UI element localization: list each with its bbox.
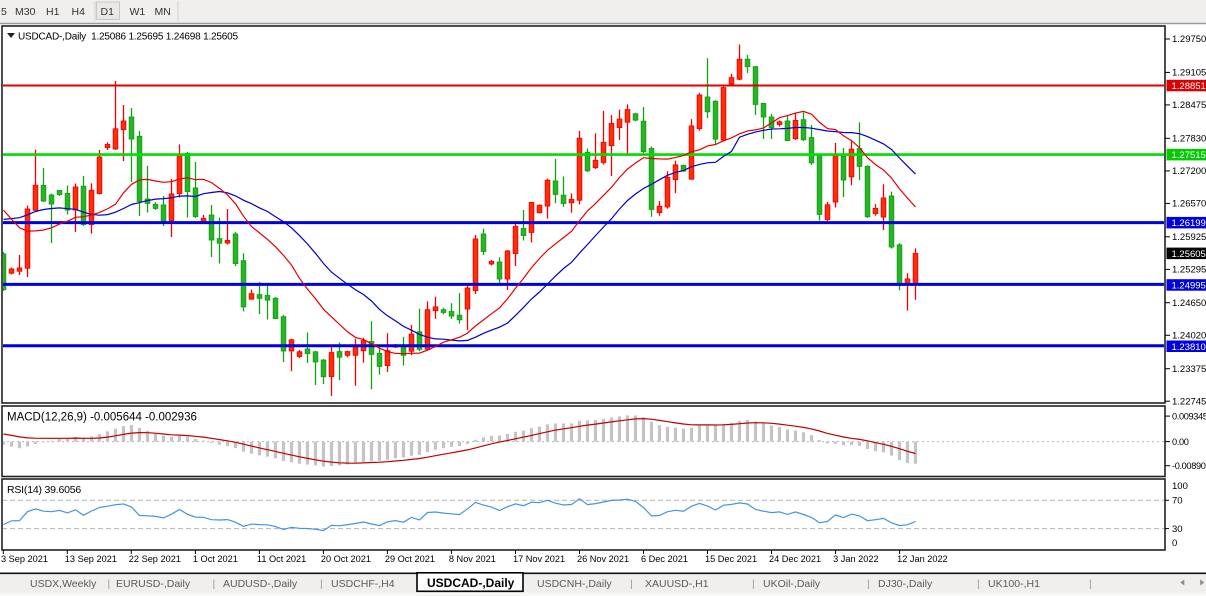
- svg-text:MN: MN: [155, 6, 171, 18]
- svg-text:24 Dec 2021: 24 Dec 2021: [769, 554, 821, 564]
- svg-text:H4: H4: [72, 6, 86, 18]
- svg-text:W1: W1: [130, 6, 146, 18]
- svg-text:3 Sep 2021: 3 Sep 2021: [1, 554, 48, 564]
- svg-text:100: 100: [1172, 481, 1188, 492]
- svg-text:RSI(14) 39.6056: RSI(14) 39.6056: [7, 484, 81, 496]
- svg-text:|: |: [867, 578, 870, 590]
- svg-text:1.25295: 1.25295: [1172, 265, 1206, 276]
- svg-text:USDCHF-,H4: USDCHF-,H4: [331, 578, 395, 590]
- svg-text:1.28475: 1.28475: [1172, 100, 1206, 111]
- svg-text:1.24020: 1.24020: [1172, 331, 1206, 342]
- svg-text:USDX,Weekly: USDX,Weekly: [30, 578, 97, 590]
- svg-text:3 Jan 2022: 3 Jan 2022: [833, 554, 878, 564]
- svg-text:1.26570: 1.26570: [1172, 199, 1206, 210]
- svg-text:|: |: [108, 578, 111, 590]
- svg-text:USDCNH-,Daily: USDCNH-,Daily: [537, 578, 612, 590]
- svg-text:DJ30-,Daily: DJ30-,Daily: [878, 578, 933, 590]
- svg-text:0.00: 0.00: [1172, 437, 1189, 447]
- svg-text:1.25925: 1.25925: [1172, 232, 1206, 243]
- svg-text:|: |: [977, 578, 980, 590]
- svg-text:XAUUSD-,H1: XAUUSD-,H1: [645, 578, 709, 590]
- svg-text:AUDUSD-,Daily: AUDUSD-,Daily: [223, 578, 298, 590]
- svg-text:20 Oct 2021: 20 Oct 2021: [321, 554, 371, 564]
- svg-text:1.24650: 1.24650: [1172, 298, 1206, 309]
- svg-text:1.29105: 1.29105: [1172, 68, 1206, 79]
- svg-text:-0.00890: -0.00890: [1172, 461, 1206, 471]
- svg-text:6 Dec 2021: 6 Dec 2021: [641, 554, 688, 564]
- svg-text:M30: M30: [15, 6, 36, 18]
- svg-text:1.23375: 1.23375: [1172, 364, 1206, 375]
- svg-text:70: 70: [1172, 496, 1183, 507]
- svg-text:12 Jan 2022: 12 Jan 2022: [897, 554, 948, 564]
- svg-text:|: |: [320, 578, 323, 590]
- svg-text:0: 0: [1172, 538, 1177, 549]
- svg-text:|: |: [752, 578, 755, 590]
- svg-text:UKOil-,Daily: UKOil-,Daily: [763, 578, 821, 590]
- svg-text:H1: H1: [46, 6, 60, 18]
- svg-text:|: |: [630, 578, 633, 590]
- svg-text:MACD(12,26,9) -0.005644 -0.002: MACD(12,26,9) -0.005644 -0.002936: [7, 412, 197, 424]
- svg-text:26 Nov 2021: 26 Nov 2021: [577, 554, 629, 564]
- svg-text:0.009345: 0.009345: [1172, 411, 1206, 421]
- svg-text:USDCAD-,Daily 1.25086 1.25695: USDCAD-,Daily 1.25086 1.25695 1.24698 1.…: [18, 32, 238, 43]
- svg-text:D1: D1: [101, 6, 115, 18]
- svg-text:EURUSD-,Daily: EURUSD-,Daily: [116, 578, 191, 590]
- svg-text:|: |: [213, 578, 216, 590]
- svg-text:1.27830: 1.27830: [1172, 134, 1206, 145]
- svg-text:1.26199: 1.26199: [1172, 218, 1206, 229]
- svg-text:22 Sep 2021: 22 Sep 2021: [129, 554, 181, 564]
- svg-text:1.22745: 1.22745: [1172, 396, 1206, 407]
- svg-text:1.25605: 1.25605: [1172, 249, 1206, 260]
- svg-text:1.23810: 1.23810: [1172, 342, 1206, 353]
- svg-text:1.28851: 1.28851: [1172, 81, 1206, 92]
- svg-text:|: |: [1089, 578, 1092, 590]
- svg-text:5: 5: [1, 6, 7, 18]
- svg-text:15 Dec 2021: 15 Dec 2021: [705, 554, 757, 564]
- svg-text:13 Sep 2021: 13 Sep 2021: [65, 554, 117, 564]
- svg-text:1.27515: 1.27515: [1172, 150, 1206, 161]
- svg-text:1 Oct 2021: 1 Oct 2021: [193, 554, 238, 564]
- svg-text:1.27200: 1.27200: [1172, 166, 1206, 177]
- svg-text:30: 30: [1172, 524, 1183, 535]
- svg-text:29 Oct 2021: 29 Oct 2021: [385, 554, 435, 564]
- svg-text:17 Nov 2021: 17 Nov 2021: [513, 554, 565, 564]
- svg-text:1.29750: 1.29750: [1172, 34, 1206, 45]
- svg-text:UK100-,H1: UK100-,H1: [988, 578, 1040, 590]
- svg-text:11 Oct 2021: 11 Oct 2021: [257, 554, 306, 564]
- svg-text:1.24995: 1.24995: [1172, 281, 1206, 292]
- svg-text:8 Nov 2021: 8 Nov 2021: [449, 554, 496, 564]
- svg-text:USDCAD-,Daily: USDCAD-,Daily: [427, 576, 515, 590]
